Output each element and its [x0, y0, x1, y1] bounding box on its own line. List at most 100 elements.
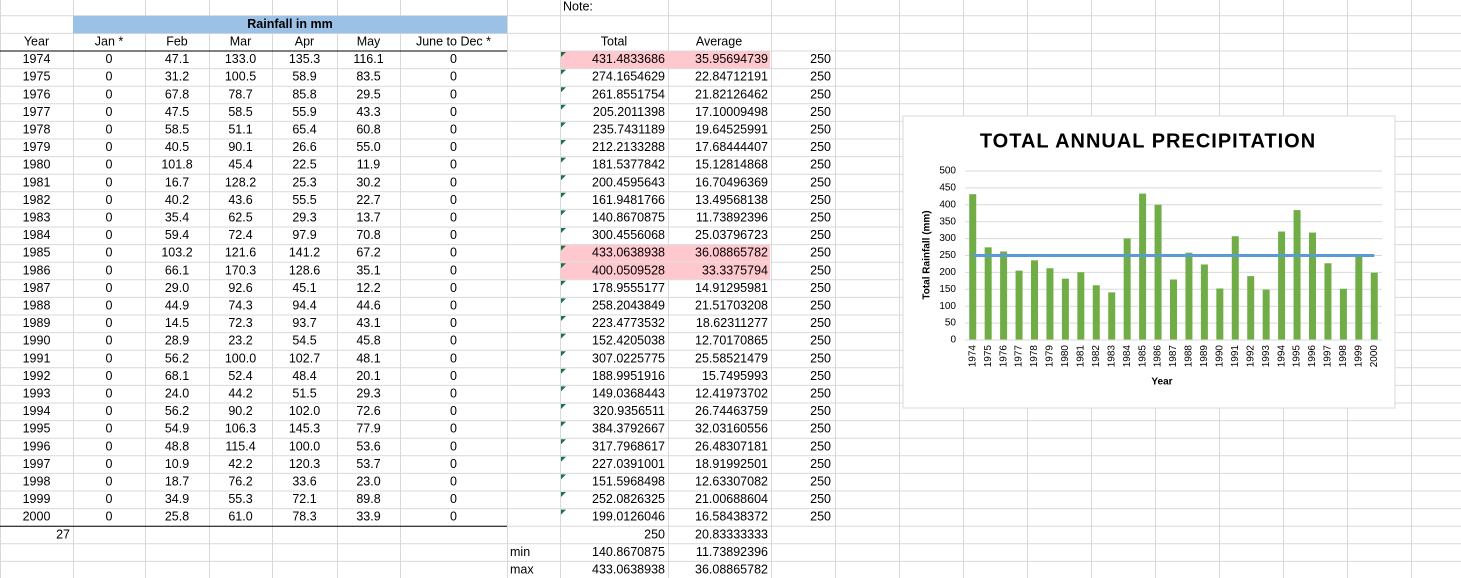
- error-indicator: [561, 192, 566, 198]
- cell: 16.7: [165, 175, 189, 189]
- cell: 25.58521479: [695, 351, 768, 365]
- cell: 250: [810, 70, 831, 84]
- highlight-fill: [561, 262, 770, 280]
- bar: [1370, 272, 1378, 340]
- cell: 250: [810, 281, 831, 295]
- bar: [1015, 270, 1023, 340]
- cell: 223.4773532: [592, 316, 665, 330]
- cell: 25.3: [292, 175, 316, 189]
- x-axis-title: Year: [1151, 377, 1172, 388]
- cell: 250: [810, 334, 831, 348]
- cell: 40.2: [165, 193, 189, 207]
- cell: 307.0225775: [592, 351, 665, 365]
- x-tick-label: 1986: [1153, 345, 1164, 368]
- cell: 0: [450, 70, 457, 84]
- cell: 250: [810, 439, 831, 453]
- cell: 258.2043849: [592, 298, 665, 312]
- cell: 0: [450, 105, 457, 119]
- cell: 235.7431189: [593, 122, 665, 136]
- cell: 35.4: [165, 210, 189, 224]
- error-indicator: [561, 87, 566, 93]
- cell: 36.08865782: [695, 246, 768, 260]
- cell: 170.3: [225, 263, 256, 277]
- cell: 0: [450, 439, 457, 453]
- cell: 250: [810, 52, 831, 66]
- cell: 0: [106, 158, 113, 172]
- x-tick-label: 1998: [1338, 345, 1349, 368]
- cell: 66.1: [165, 263, 189, 277]
- cell: 0: [106, 334, 113, 348]
- cell: 55.3: [228, 492, 252, 506]
- cell: 152.4205038: [592, 334, 665, 348]
- cell: 29.0: [165, 281, 189, 295]
- cell: 26.74463759: [695, 404, 768, 418]
- cell: 250: [810, 457, 831, 471]
- highlight-fill: [561, 245, 770, 262]
- error-indicator: [561, 104, 566, 110]
- cell: 78.3: [292, 510, 316, 524]
- cell: 54.5: [292, 334, 316, 348]
- cell: 18.7: [165, 474, 189, 488]
- cell: 250: [810, 510, 831, 524]
- cell: 12.2: [356, 281, 380, 295]
- cell: 22.5: [292, 158, 316, 172]
- x-tick-label: 1982: [1091, 345, 1102, 368]
- error-indicator: [561, 298, 566, 304]
- cell: 45.4: [228, 158, 252, 172]
- cell: 205.2011398: [593, 105, 665, 119]
- cell: 67.2: [356, 246, 380, 260]
- cell: 1998: [23, 474, 51, 488]
- cell: 141.2: [289, 246, 320, 260]
- cell: 53.7: [356, 457, 380, 471]
- cell: 48.8: [165, 439, 189, 453]
- error-indicator: [561, 210, 566, 216]
- cell: 65.4: [292, 122, 316, 136]
- x-tick-label: 1995: [1292, 345, 1303, 368]
- cell: 100.0: [289, 439, 320, 453]
- cell: 45.8: [356, 334, 380, 348]
- y-tick-label: 300: [939, 233, 956, 244]
- x-tick-label: 1991: [1230, 345, 1241, 368]
- cell: 11.73892396: [696, 210, 768, 224]
- cell: 188.9951916: [592, 369, 665, 383]
- cell: 0: [450, 298, 457, 312]
- cell: 0: [450, 474, 457, 488]
- cell: 128.6: [289, 263, 320, 277]
- bar: [1031, 260, 1038, 340]
- bar: [1092, 285, 1100, 340]
- cell: 1980: [23, 158, 51, 172]
- cell: 0: [106, 105, 113, 119]
- cell: 1985: [23, 246, 51, 260]
- error-indicator: [561, 386, 566, 392]
- x-tick-label: 1974: [967, 345, 978, 368]
- cell: 28.9: [165, 334, 189, 348]
- cell: 0: [450, 422, 457, 436]
- cell: 77.9: [356, 422, 380, 436]
- cell: 1987: [23, 281, 51, 295]
- cell: 29.3: [356, 386, 380, 400]
- cell: 25.03796723: [695, 228, 768, 242]
- cell: 252.0826325: [592, 492, 665, 506]
- cell: 70.8: [356, 228, 380, 242]
- cell: 0: [450, 386, 457, 400]
- error-indicator: [561, 351, 566, 357]
- error-indicator: [561, 52, 566, 57]
- cell: 1978: [23, 122, 51, 136]
- cell: 35.1: [356, 263, 380, 277]
- cell: max: [510, 562, 534, 576]
- cell: 1989: [23, 316, 51, 330]
- bar: [1000, 251, 1008, 340]
- cell: 53.6: [356, 439, 380, 453]
- header-fill: [73, 15, 507, 34]
- cell: 0: [106, 298, 113, 312]
- cell: 13.7: [356, 210, 380, 224]
- bar: [1278, 231, 1286, 340]
- error-indicator: [561, 333, 566, 339]
- cell: 0: [106, 492, 113, 506]
- cell: 300.4556068: [592, 228, 665, 242]
- cell: 431.4833686: [592, 52, 665, 66]
- cell: 103.2: [161, 246, 192, 260]
- cell: 261.8551754: [592, 87, 665, 101]
- cell: 40.5: [165, 140, 189, 154]
- cell: 20.83333333: [695, 527, 768, 541]
